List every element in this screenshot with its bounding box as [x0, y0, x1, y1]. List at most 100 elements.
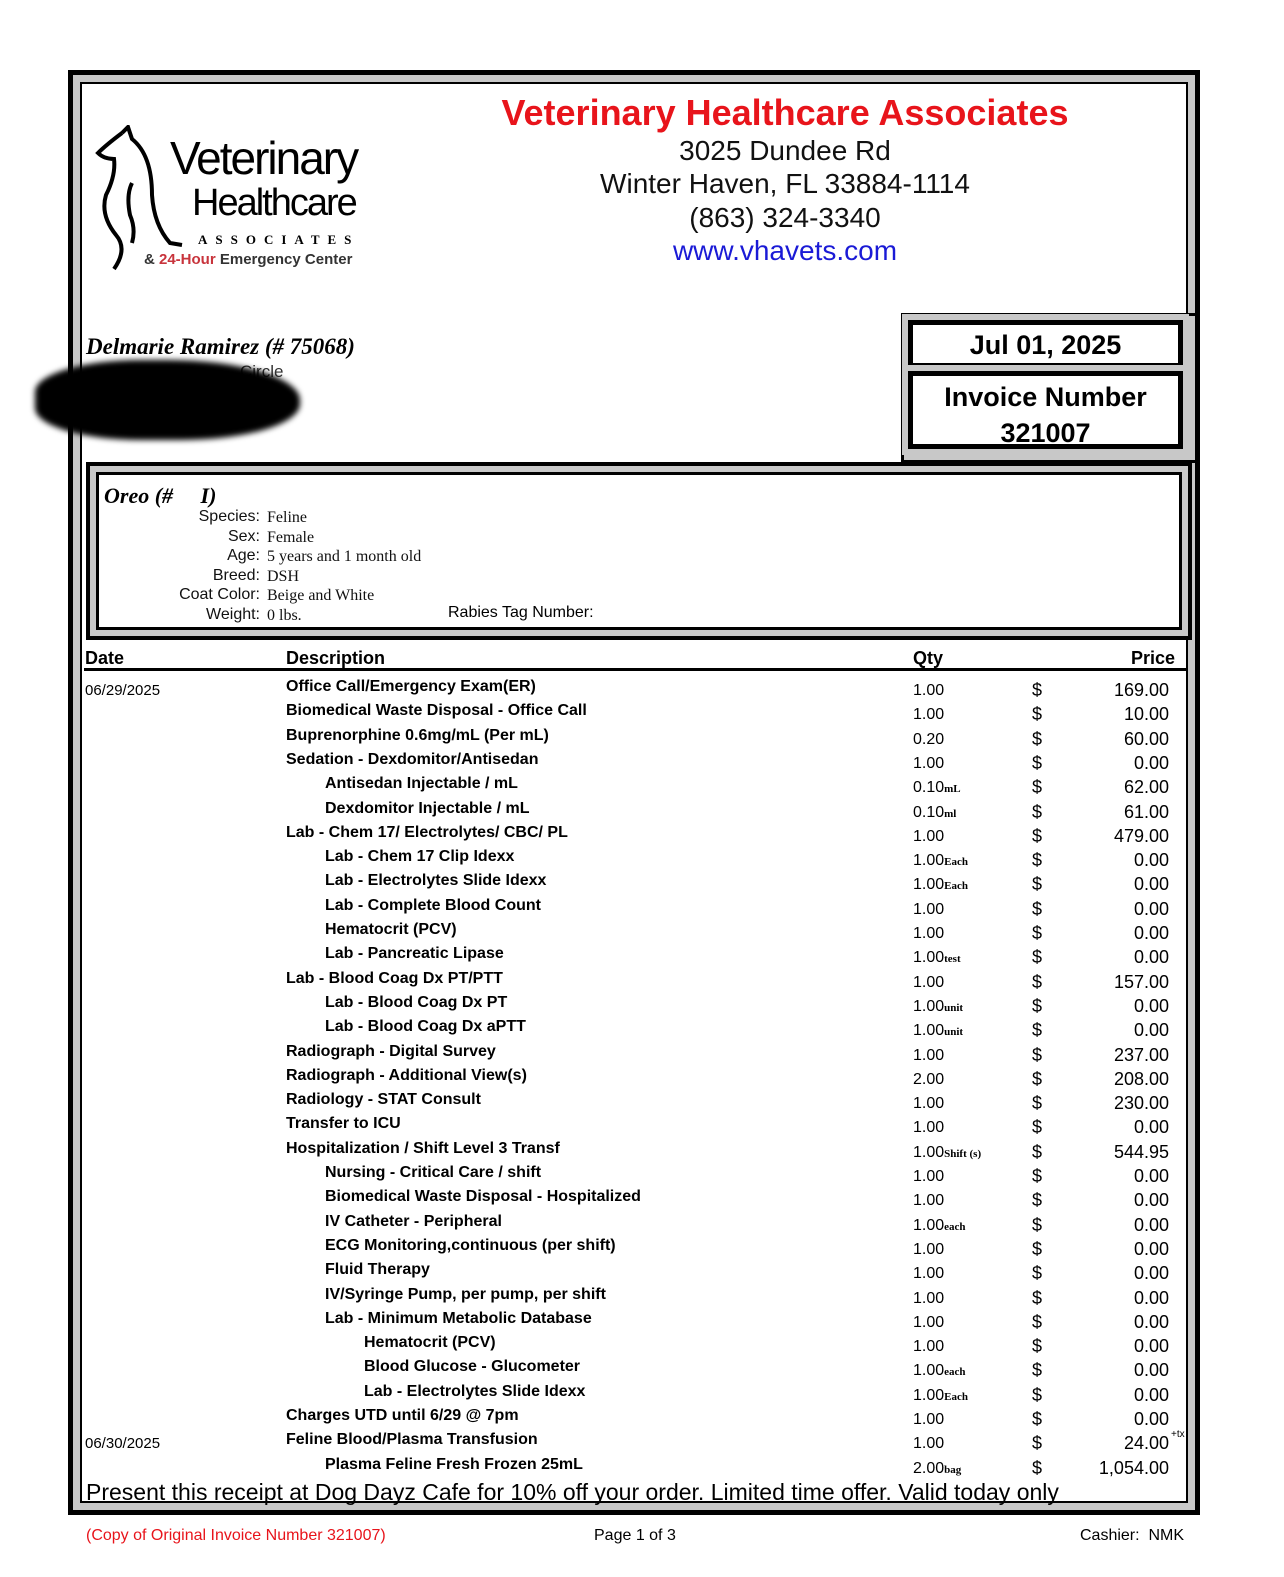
- qty-value: 1.00: [913, 1095, 945, 1113]
- invoice-frame-inner: [80, 82, 1188, 1503]
- patient-field-label: Species:: [198, 508, 260, 525]
- qty-unit: each: [944, 1220, 966, 1233]
- cashier-id: NMK: [1148, 1527, 1185, 1544]
- currency-symbol: $: [1032, 752, 1043, 773]
- line-item-price: 0.00: [1133, 1336, 1169, 1357]
- line-item-qty: 1.00: [913, 1119, 944, 1137]
- line-item-price: 0.00: [1133, 1214, 1169, 1235]
- line-item-qty: 1.00: [913, 1192, 944, 1210]
- clinic-phone: (863) 324-3340: [689, 202, 881, 233]
- logo-veterinary: Veterinary: [170, 132, 359, 184]
- qty-unit: Shift (s): [944, 1147, 982, 1160]
- line-item-description: ECG Monitoring,continuous (per shift): [325, 1236, 616, 1254]
- line-item-price: 0.00: [1133, 1384, 1169, 1405]
- qty-value: 1.00: [913, 827, 945, 845]
- logo-healthcare: Healthcare: [192, 182, 358, 224]
- qty-value: 1.00: [913, 1240, 945, 1258]
- line-item-row: Lab - Pancreatic Lipase 1.00test $ 0.00: [0, 945, 1284, 969]
- line-item-description: IV/Syringe Pump, per pump, per shift: [325, 1285, 606, 1303]
- line-item-price: 0.00: [1133, 1311, 1169, 1332]
- qty-unit: unit: [944, 1001, 964, 1014]
- line-item-qty: 1.00: [913, 828, 944, 846]
- qty-value: 2.00: [913, 1070, 945, 1088]
- qty-value: 1.00: [913, 925, 945, 942]
- currency-symbol: $: [1032, 728, 1043, 749]
- currency-symbol: $: [1032, 1457, 1043, 1478]
- invoice-number-label: Invoice Number: [944, 382, 1147, 412]
- invoice-number-box: Invoice Number 321007: [902, 365, 1189, 455]
- line-item-row: Biomedical Waste Disposal - Office Call …: [0, 702, 1284, 726]
- line-item-price: 0.00: [1133, 898, 1169, 919]
- line-item-price: 0.00: [1133, 850, 1169, 871]
- line-item-row: Buprenorphine 0.6mg/mL (Per mL) 0.20 $ 6…: [0, 727, 1284, 751]
- patient-name: Oreo (# I): [104, 483, 217, 508]
- line-item-row: Transfer to ICU 1.00 $ 0.00: [0, 1115, 1284, 1139]
- qty-value: 1.00: [913, 1022, 945, 1040]
- patient-field-value: Feline: [267, 509, 307, 526]
- line-item-price: 230.00: [1113, 1093, 1169, 1114]
- qty-value: 1.00: [913, 876, 945, 894]
- currency-symbol: $: [1032, 1117, 1043, 1138]
- line-item-row: Lab - Chem 17/ Electrolytes/ CBC/ PL 1.0…: [0, 824, 1284, 848]
- line-item-description: Hematocrit (PCV): [364, 1334, 496, 1352]
- line-item-row: Biomedical Waste Disposal - Hospitalized…: [0, 1188, 1284, 1212]
- line-item-description: Radiology - STAT Consult: [286, 1091, 481, 1109]
- qty-value: 1.00: [913, 1289, 945, 1307]
- line-item-description: Charges UTD until 6/29 @ 7pm: [286, 1407, 519, 1424]
- qty-value: 1.00: [913, 1362, 945, 1380]
- line-item-qty: 1.00: [913, 1168, 944, 1186]
- qty-unit: ml: [944, 807, 957, 820]
- line-item-qty: 1.00Each: [913, 876, 968, 894]
- line-item-row: Charges UTD until 6/29 @ 7pm 1.00 $ 0.00: [0, 1407, 1284, 1431]
- line-item-row: Sedation - Dexdomitor/Antisedan 1.00 $ 0…: [0, 751, 1284, 775]
- line-item-description: Hematocrit (PCV): [325, 921, 457, 938]
- qty-unit: unit: [944, 1026, 964, 1039]
- line-item-qty: 1.00: [913, 1265, 944, 1283]
- patient-field-label: Coat Color:: [179, 586, 260, 603]
- header-date: Date: [85, 648, 125, 668]
- currency-symbol: $: [1032, 1336, 1043, 1357]
- qty-value: 1.00: [913, 682, 945, 699]
- rabies-tag-label: Rabies Tag Number:: [448, 604, 594, 621]
- currency-symbol: $: [1032, 1044, 1043, 1065]
- line-item-price: 208.00: [1113, 1068, 1169, 1089]
- header-price: Price: [1130, 648, 1175, 668]
- line-item-price: 61.00: [1123, 801, 1169, 822]
- currency-symbol: $: [1032, 1263, 1043, 1284]
- line-item-description: Lab - Chem 17/ Electrolytes/ CBC/ PL: [286, 823, 568, 841]
- logo-tagline: & 24-Hour Emergency Center: [144, 251, 352, 268]
- qty-value: 1.00: [913, 1119, 945, 1137]
- currency-symbol: $: [1032, 995, 1043, 1016]
- line-item-qty: 1.00Each: [913, 1387, 968, 1405]
- currency-symbol: $: [1032, 874, 1043, 895]
- line-item-qty: 0.20: [913, 731, 944, 749]
- line-item-qty: 1.00Each: [913, 852, 968, 870]
- line-item-description: Hospitalization / Shift Level 3 Transf: [286, 1139, 560, 1157]
- clinic-website-link[interactable]: www.vhavets.com: [672, 235, 898, 266]
- clinic-street: 3025 Dundee Rd: [679, 135, 891, 166]
- qty-value: 1.00: [913, 900, 945, 918]
- line-item-qty: 1.00: [913, 1241, 944, 1259]
- qty-value: 1.00: [913, 1411, 945, 1428]
- line-item-row: Lab - Minimum Metabolic Database 1.00 $ …: [0, 1310, 1284, 1334]
- line-item-row: 06/29/2025 Office Call/Emergency Exam(ER…: [0, 678, 1284, 702]
- line-item-qty: 1.00unit: [913, 1022, 963, 1040]
- patient-field-value: DSH: [267, 567, 300, 585]
- currency-symbol: $: [1032, 1214, 1043, 1235]
- line-item-price: 479.00: [1113, 825, 1169, 846]
- logo-24hour: 24-Hour: [159, 251, 216, 268]
- line-item-description: Transfer to ICU: [286, 1115, 401, 1133]
- cashier: Cashier: NMK: [1080, 1527, 1184, 1545]
- patient-field-label: Breed:: [212, 566, 260, 584]
- line-item-description: Lab - Complete Blood Count: [325, 896, 541, 914]
- currency-symbol: $: [1032, 1020, 1043, 1041]
- line-item-price: 169.00: [1113, 680, 1169, 700]
- qty-value: 1.00: [913, 973, 945, 991]
- qty-value: 1.00: [913, 997, 945, 1015]
- line-item-qty: 1.00: [913, 974, 944, 992]
- clinic-name: Veterinary Healthcare Associates: [501, 92, 1069, 133]
- qty-value: 1.00: [913, 1192, 945, 1210]
- invoice-frame: [68, 70, 1200, 1515]
- qty-unit: test: [944, 953, 961, 966]
- qty-value: 1.00: [913, 1143, 945, 1161]
